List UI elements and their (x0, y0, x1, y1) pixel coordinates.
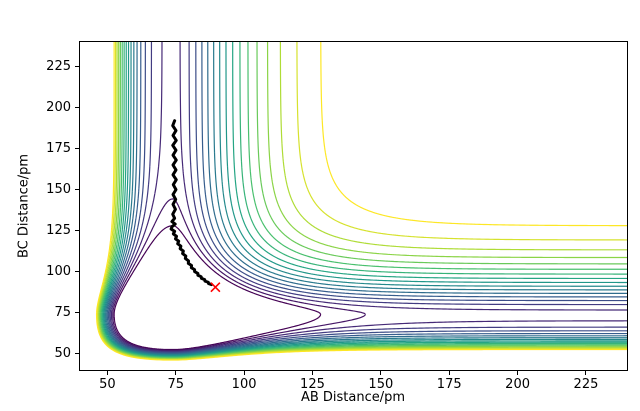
x-tick-mark (243, 371, 245, 375)
x-tick-label: 225 (573, 377, 599, 392)
y-tick-mark (75, 230, 79, 232)
y-tick-mark (75, 107, 79, 109)
y-tick-label: 200 (46, 99, 71, 115)
x-axis-label: AB Distance/pm (300, 390, 406, 405)
y-tick-mark (75, 148, 79, 150)
x-tick-mark (175, 371, 177, 375)
y-tick-label: 50 (54, 345, 71, 361)
y-tick-mark (75, 189, 79, 191)
y-tick-label: 75 (54, 304, 71, 320)
x-tick-mark (448, 371, 450, 375)
contour-canvas (80, 42, 627, 370)
y-tick-mark (75, 312, 79, 314)
y-tick-label: 225 (46, 58, 71, 74)
x-tick-mark (380, 371, 382, 375)
x-tick-label: 50 (99, 377, 116, 392)
x-tick-mark (311, 371, 313, 375)
y-tick-label: 175 (46, 140, 71, 156)
y-tick-label: 100 (46, 263, 71, 279)
y-tick-mark (75, 353, 79, 355)
x-tick-mark (517, 371, 519, 375)
x-tick-label: 125 (300, 377, 325, 392)
x-tick-mark (106, 371, 108, 375)
plot-area (79, 41, 628, 371)
y-tick-label: 125 (46, 222, 71, 238)
y-axis-label: BC Distance/pm (16, 153, 32, 259)
y-tick-mark (75, 66, 79, 68)
y-tick-label: 150 (46, 181, 71, 197)
y-tick-mark (75, 271, 79, 273)
x-tick-mark (585, 371, 587, 375)
x-tick-label: 150 (368, 377, 394, 392)
x-tick-label: 175 (436, 377, 462, 392)
x-tick-label: 100 (231, 377, 257, 392)
x-tick-label: 200 (505, 377, 531, 392)
x-tick-label: 75 (167, 377, 184, 392)
